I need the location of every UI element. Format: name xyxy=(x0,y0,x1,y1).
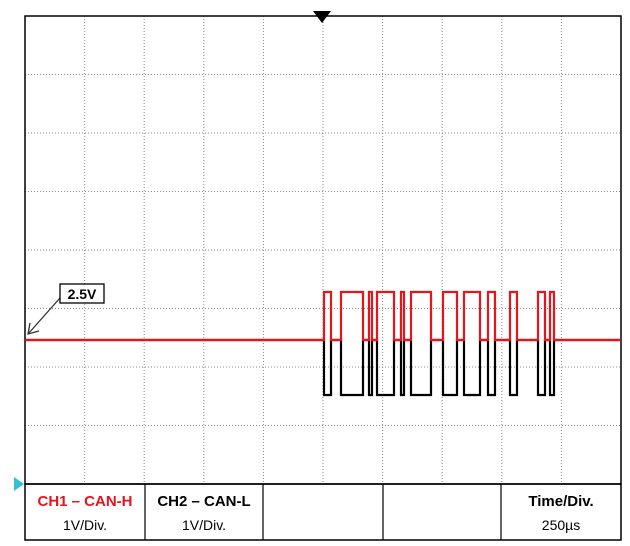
graticule-grid xyxy=(25,16,621,484)
volt-marker: 2.5V xyxy=(27,283,105,335)
ch2-scale: 1V/Div. xyxy=(182,517,226,533)
ch1-can-h-waveform xyxy=(25,290,621,342)
volt-marker-label: 2.5V xyxy=(68,286,97,302)
arrow-icon xyxy=(27,297,61,335)
timebase-value: 250µs xyxy=(542,517,580,533)
ch1-scale: 1V/Div. xyxy=(63,517,107,533)
volt-marker-box xyxy=(59,283,105,304)
ch1-label: CH1 – CAN-H xyxy=(37,493,132,510)
ch2-label: CH2 – CAN-L xyxy=(157,493,250,510)
ground-marker-icon xyxy=(14,477,24,491)
timebase-label: Time/Div. xyxy=(528,493,593,510)
arrow-icon xyxy=(27,322,40,335)
info-bar-frame xyxy=(24,483,622,541)
trigger-marker-icon xyxy=(313,11,331,23)
info-bar: CH1 – CAN-H 1V/Div. CH2 – CAN-L 1V/Div. … xyxy=(24,483,622,541)
ch2-can-l-waveform xyxy=(25,338,621,397)
